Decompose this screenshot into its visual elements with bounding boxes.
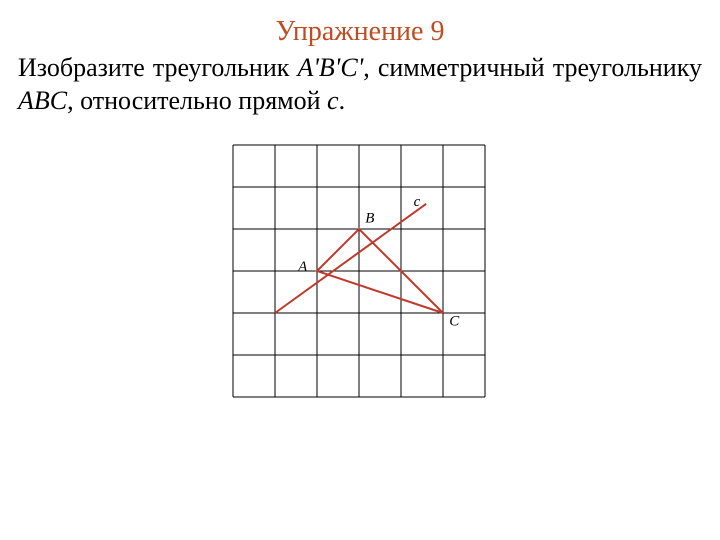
prompt-part-2: , симметричный треугольнику [363, 53, 702, 82]
label-c: c [414, 194, 421, 210]
exercise-prompt: Изобразите треугольник A'B'C', симметрич… [18, 52, 702, 117]
exercise-title: Упражнение 9 [18, 16, 702, 48]
label-C: C [449, 314, 460, 330]
prompt-part-1: Изобразите треугольник [18, 53, 297, 82]
label-B: B [365, 211, 374, 227]
prompt-part-4: . [339, 86, 346, 115]
triangle-prime-name: A'B'C' [297, 53, 363, 82]
triangle-name: ABC [18, 86, 67, 115]
prompt-part-3: , относительно прямой [67, 86, 327, 115]
line-name: c [327, 86, 339, 115]
geometry-figure: A B Cc [215, 127, 505, 417]
label-A: A [297, 259, 308, 275]
